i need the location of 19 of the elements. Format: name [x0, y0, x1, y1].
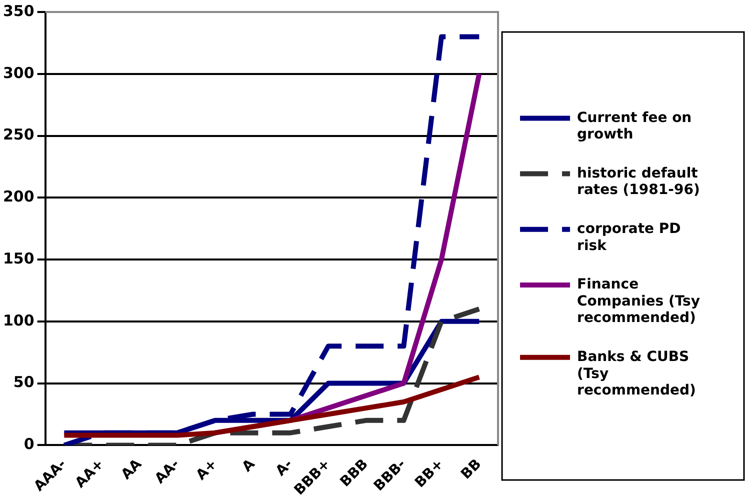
y-tick-label: 50 — [13, 373, 34, 392]
y-tick-label: 150 — [3, 249, 34, 268]
x-tick-label: A+ — [193, 456, 220, 484]
y-tick-label: 300 — [3, 64, 34, 82]
x-tick-label: AA- — [152, 456, 183, 487]
legend-label: Banks & CUBS (Tsy recommended) — [577, 349, 696, 399]
legend-label: corporate PD risk — [577, 221, 681, 254]
x-tick-label: BB — [458, 456, 485, 483]
y-tick-label: 0 — [24, 435, 34, 454]
y-tick-label: 200 — [3, 188, 34, 206]
legend-label: Current fee on growth — [577, 110, 692, 143]
x-tick-label: AA — [118, 456, 146, 483]
legend-label: Finance Companies (Tsy recommended) — [577, 276, 700, 326]
y-tick-label: 350 — [3, 2, 34, 20]
legend-label: historic default rates (1981-96) — [577, 165, 700, 198]
x-tick-label: A — [239, 456, 258, 476]
y-tick-label: 100 — [3, 311, 34, 330]
x-tick-label: A- — [272, 456, 296, 480]
y-tick-label: 250 — [3, 126, 34, 144]
